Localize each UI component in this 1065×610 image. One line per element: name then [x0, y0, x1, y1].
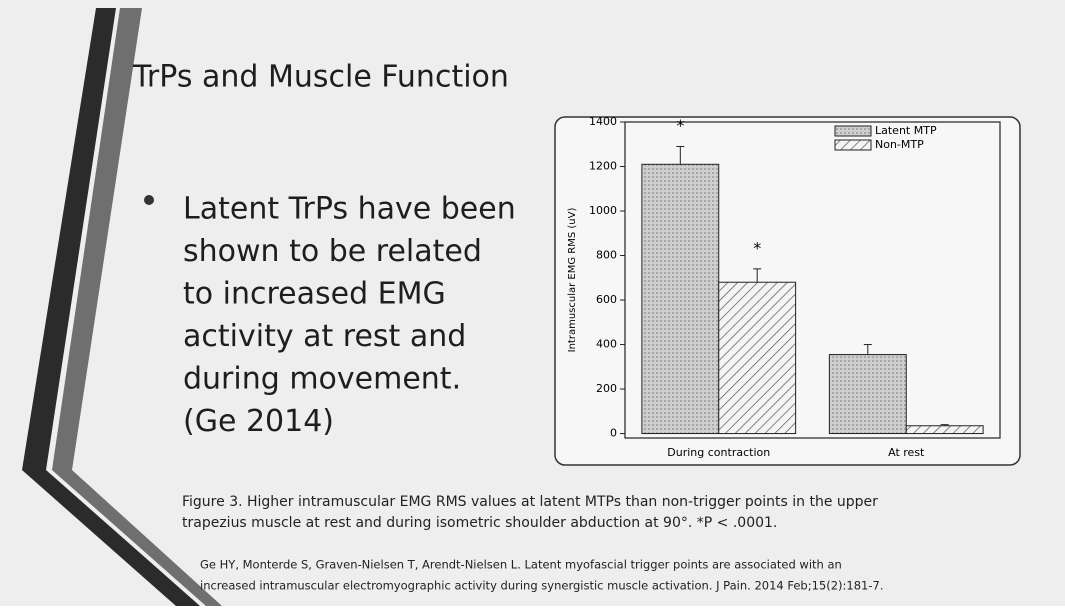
bar	[905, 425, 984, 435]
significance-marker: *	[676, 116, 684, 135]
legend-swatch	[834, 139, 872, 151]
plot-area	[624, 121, 1001, 439]
bullet	[144, 195, 154, 205]
bullet-line: shown to be related	[183, 234, 482, 269]
bar	[828, 354, 907, 435]
significance-marker: *	[753, 238, 761, 257]
bullet-line: (Ge 2014)	[183, 404, 334, 439]
citation-line: Ge HY, Monterde S, Graven-Nielsen T, Are…	[200, 558, 842, 572]
caption-line: Figure 3. Higher intramuscular EMG RMS v…	[182, 494, 878, 510]
bullet-line: to increased EMG	[183, 277, 446, 312]
citation-line: increased intramuscular electromyographi…	[200, 579, 883, 593]
y-tick-label: 200	[596, 382, 617, 395]
bar	[641, 163, 720, 435]
y-tick-label: 800	[596, 249, 617, 262]
caption-line: trapezius muscle at rest and during isom…	[182, 515, 777, 531]
decor-stripe	[22, 8, 200, 606]
y-tick-label: 1200	[589, 160, 617, 173]
y-tick-label: 0	[610, 427, 617, 440]
x-tick-label: During contraction	[667, 446, 770, 459]
legend-label: Latent MTP	[875, 124, 937, 137]
y-tick-label: 400	[596, 338, 617, 351]
bullet-line: during movement.	[183, 362, 461, 397]
legend-swatch	[834, 125, 872, 137]
bullet-line: Latent TrPs have been	[183, 192, 516, 227]
decor-stripe	[52, 8, 222, 606]
y-tick-label: 1000	[589, 204, 617, 217]
chart: Intramuscular EMG RMS (uV) 0 200 400 600 800 1…	[567, 115, 1001, 459]
y-tick-label: 600	[596, 293, 617, 306]
bar	[718, 281, 797, 435]
y-tick-label: 1400	[589, 115, 617, 128]
y-axis-label: Intramuscular EMG RMS (uV)	[567, 208, 578, 353]
slide-title: TrPs and Muscle Function	[132, 60, 509, 95]
legend-label: Non-MTP	[875, 138, 924, 151]
x-tick-label: At rest	[888, 446, 925, 459]
bullet-line: activity at rest and	[183, 319, 466, 354]
